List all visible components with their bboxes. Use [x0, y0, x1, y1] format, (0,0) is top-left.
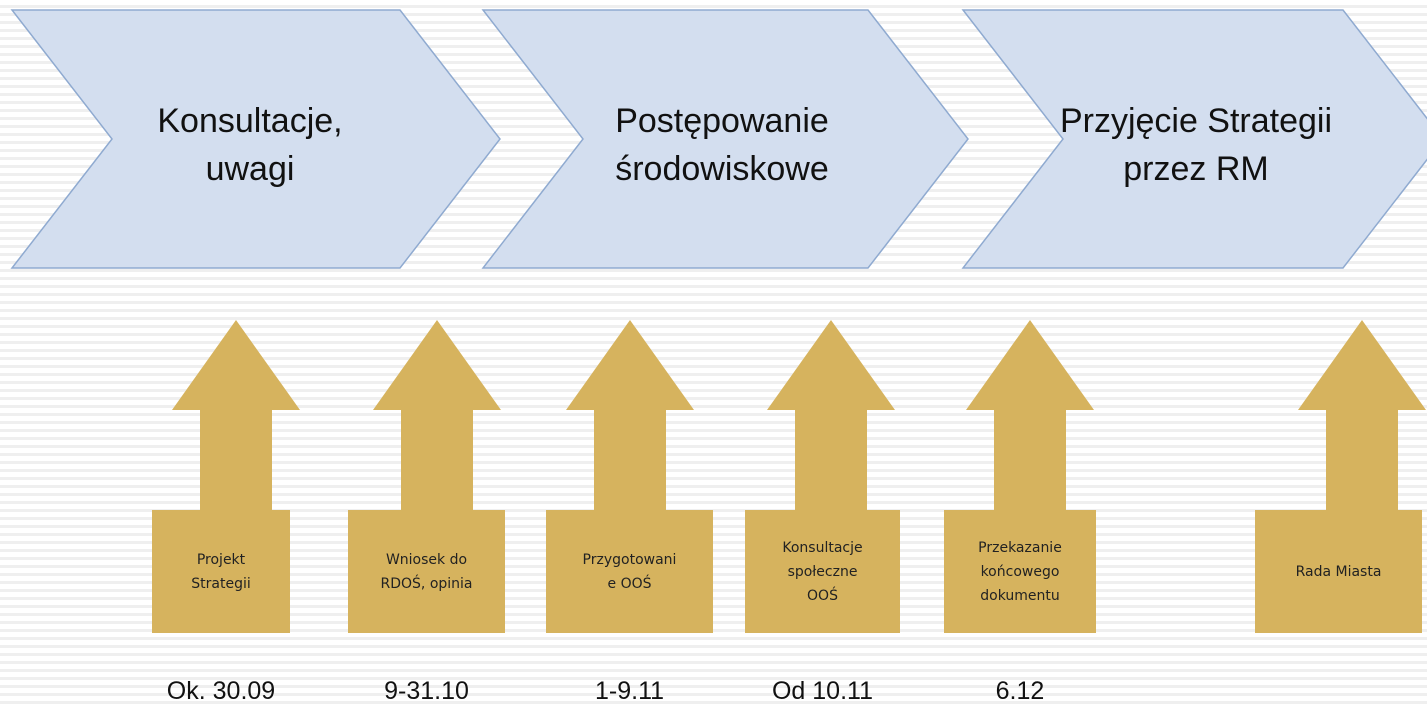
- milestone-box: [1255, 510, 1422, 633]
- stage-label: uwagi: [206, 150, 295, 188]
- milestone-label: społeczne: [788, 564, 858, 580]
- chevron: [961, 9, 1427, 269]
- milestone-box: [546, 510, 713, 633]
- milestone-date: 9-31.10: [384, 677, 469, 704]
- arrow: [767, 320, 895, 512]
- milestone-label: Przekazanie: [978, 540, 1062, 556]
- milestone-label: Konsultacje: [782, 540, 862, 556]
- milestone-box: [348, 510, 505, 633]
- arrow: [566, 320, 694, 512]
- milestone-label: Strategii: [191, 576, 250, 592]
- stage-label: Postępowanie: [615, 102, 829, 140]
- milestone-box: [745, 510, 900, 633]
- arrow: [1298, 320, 1426, 512]
- milestone-label: końcowego: [981, 564, 1060, 580]
- milestone-box: [944, 510, 1096, 633]
- arrow: [373, 320, 501, 512]
- milestone-date: 1-9.11: [595, 677, 664, 704]
- arrow: [966, 320, 1094, 512]
- stage-label: Konsultacje,: [157, 102, 342, 140]
- milestone-label: RDOŚ, opinia: [381, 574, 473, 592]
- milestone-date: Od 10.11: [772, 677, 873, 704]
- milestone-label: Wniosek do: [386, 552, 467, 568]
- milestone-box: [152, 510, 290, 633]
- stage-label: środowiskowe: [615, 150, 829, 188]
- milestone-label: OOŚ: [807, 586, 838, 604]
- milestone-label: e OOŚ: [608, 574, 652, 592]
- stage-label: przez RM: [1123, 150, 1268, 188]
- stage-label: Przyjęcie Strategii: [1060, 102, 1332, 140]
- milestone-label: Projekt: [197, 552, 246, 568]
- arrow: [172, 320, 300, 512]
- milestone-label: Rada Miasta: [1296, 564, 1382, 580]
- milestone-label: Przygotowani: [583, 552, 677, 568]
- milestone-date: Ok. 30.09: [167, 677, 275, 704]
- chevron: [10, 9, 501, 269]
- milestone-date: 6.12: [996, 677, 1045, 704]
- milestone-label: dokumentu: [980, 588, 1060, 604]
- chevron: [481, 9, 969, 269]
